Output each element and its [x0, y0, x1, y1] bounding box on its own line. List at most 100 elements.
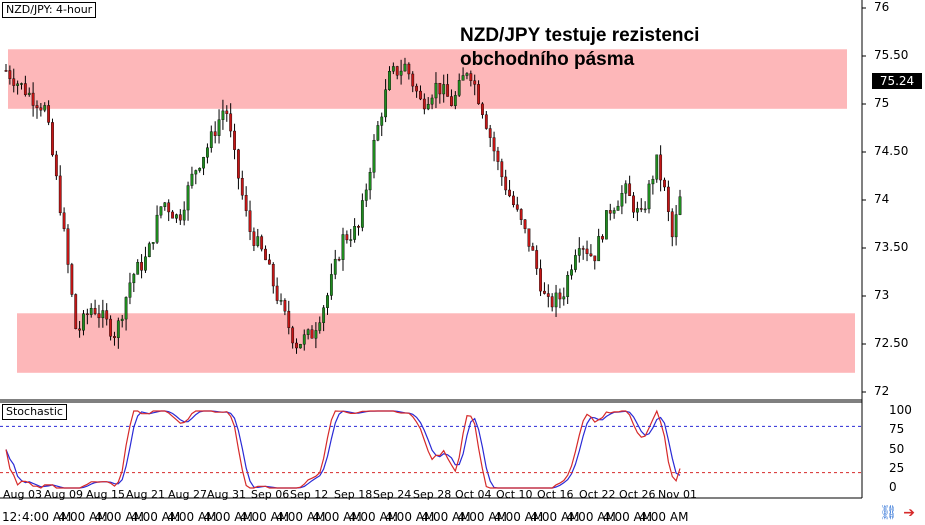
- y-tick-label: 76: [874, 0, 890, 14]
- x-date-label: Nov 01: [658, 488, 697, 501]
- candle: [279, 293, 283, 306]
- time-label: 4:00 AM: [22, 510, 72, 524]
- time-label: 4:00 AM: [348, 510, 399, 524]
- candle: [643, 201, 647, 213]
- candle: [674, 205, 678, 246]
- candle: [318, 316, 322, 334]
- candle: [182, 201, 186, 226]
- candle: [109, 315, 112, 341]
- candle: [415, 83, 418, 98]
- candle: [322, 305, 326, 332]
- candle: [271, 262, 275, 294]
- candle: [624, 180, 628, 204]
- candle: [66, 224, 70, 274]
- candle: [395, 65, 399, 80]
- annotation-line1: NZD/JPY testuje rezistenci: [460, 25, 700, 46]
- candle: [171, 210, 174, 219]
- time-label: 4:00 AM: [493, 510, 544, 524]
- candle: [639, 198, 643, 213]
- candles: [4, 57, 682, 354]
- candle: [566, 271, 570, 304]
- candle: [43, 102, 47, 113]
- candle: [101, 299, 105, 328]
- candle: [178, 209, 182, 225]
- time-label: 4:00 AM: [566, 510, 616, 524]
- candle: [85, 308, 89, 325]
- candle: [581, 245, 585, 260]
- candle: [240, 170, 244, 200]
- candle: [519, 208, 523, 226]
- candle: [403, 57, 407, 72]
- candle: [233, 123, 236, 160]
- time-label: 4:00 AM: [58, 510, 108, 524]
- candle: [186, 181, 190, 221]
- candle: [504, 169, 508, 195]
- candle: [140, 254, 143, 279]
- annotation-line2: obchodního pásma: [460, 49, 635, 70]
- candle: [337, 256, 341, 262]
- stoch-tick-label: 100: [889, 403, 912, 417]
- candle: [16, 80, 20, 95]
- time-label: 4:00 AM: [276, 510, 326, 524]
- candle: [527, 228, 531, 252]
- x-date-label: Oct 26: [619, 488, 656, 501]
- candle: [128, 272, 132, 305]
- candle: [194, 169, 198, 185]
- candle: [465, 72, 469, 80]
- candle: [457, 73, 461, 97]
- candle: [163, 202, 167, 211]
- candle: [341, 227, 345, 271]
- stoch-tick-label: 0: [889, 480, 897, 494]
- time-label: 4:00 AM: [421, 510, 471, 524]
- candle: [477, 80, 480, 105]
- candle: [217, 109, 221, 144]
- candle: [349, 228, 353, 248]
- candle: [190, 166, 194, 189]
- autoscroll-arrow-icon[interactable]: ➔: [903, 505, 915, 521]
- candle: [326, 292, 329, 315]
- y-tick-label: 74.50: [874, 144, 909, 158]
- candle: [23, 75, 27, 97]
- candle: [601, 234, 604, 243]
- candle: [670, 208, 674, 247]
- candle: [515, 196, 519, 212]
- y-tick-label: 72: [874, 384, 890, 398]
- candle: [635, 201, 639, 222]
- time-label: 4:00 AM: [530, 510, 580, 524]
- x-date-label: Sep 18: [334, 488, 373, 501]
- candle: [616, 200, 620, 211]
- candle: [256, 228, 260, 248]
- candle: [372, 134, 376, 179]
- x-date-label: Aug 15: [86, 488, 125, 501]
- candle: [663, 177, 666, 191]
- candle: [82, 310, 85, 336]
- candle: [391, 62, 395, 75]
- candle: [58, 165, 62, 216]
- candle: [159, 206, 163, 219]
- candle: [229, 103, 233, 138]
- candle: [144, 246, 147, 273]
- candle: [543, 282, 546, 295]
- candle: [407, 62, 411, 80]
- y-tick-label: 75: [874, 96, 890, 110]
- candle: [12, 68, 16, 93]
- candle: [302, 329, 306, 351]
- candle: [155, 205, 159, 244]
- candle: [136, 259, 140, 275]
- y-tick-label: 74: [874, 192, 890, 206]
- candle: [353, 218, 357, 243]
- link-icon[interactable]: ⛓: [879, 505, 898, 521]
- candle: [206, 143, 209, 164]
- time-label: 4:00 AM: [167, 510, 217, 524]
- candle: [116, 317, 120, 349]
- candle: [51, 118, 54, 157]
- candle: [225, 105, 229, 122]
- candle: [632, 192, 635, 219]
- candle: [562, 287, 566, 306]
- candle: [260, 234, 264, 252]
- candle: [469, 70, 473, 87]
- candle: [384, 79, 388, 123]
- candle: [62, 207, 66, 232]
- time-label: 4:00 AM: [130, 510, 181, 524]
- candle: [488, 124, 492, 148]
